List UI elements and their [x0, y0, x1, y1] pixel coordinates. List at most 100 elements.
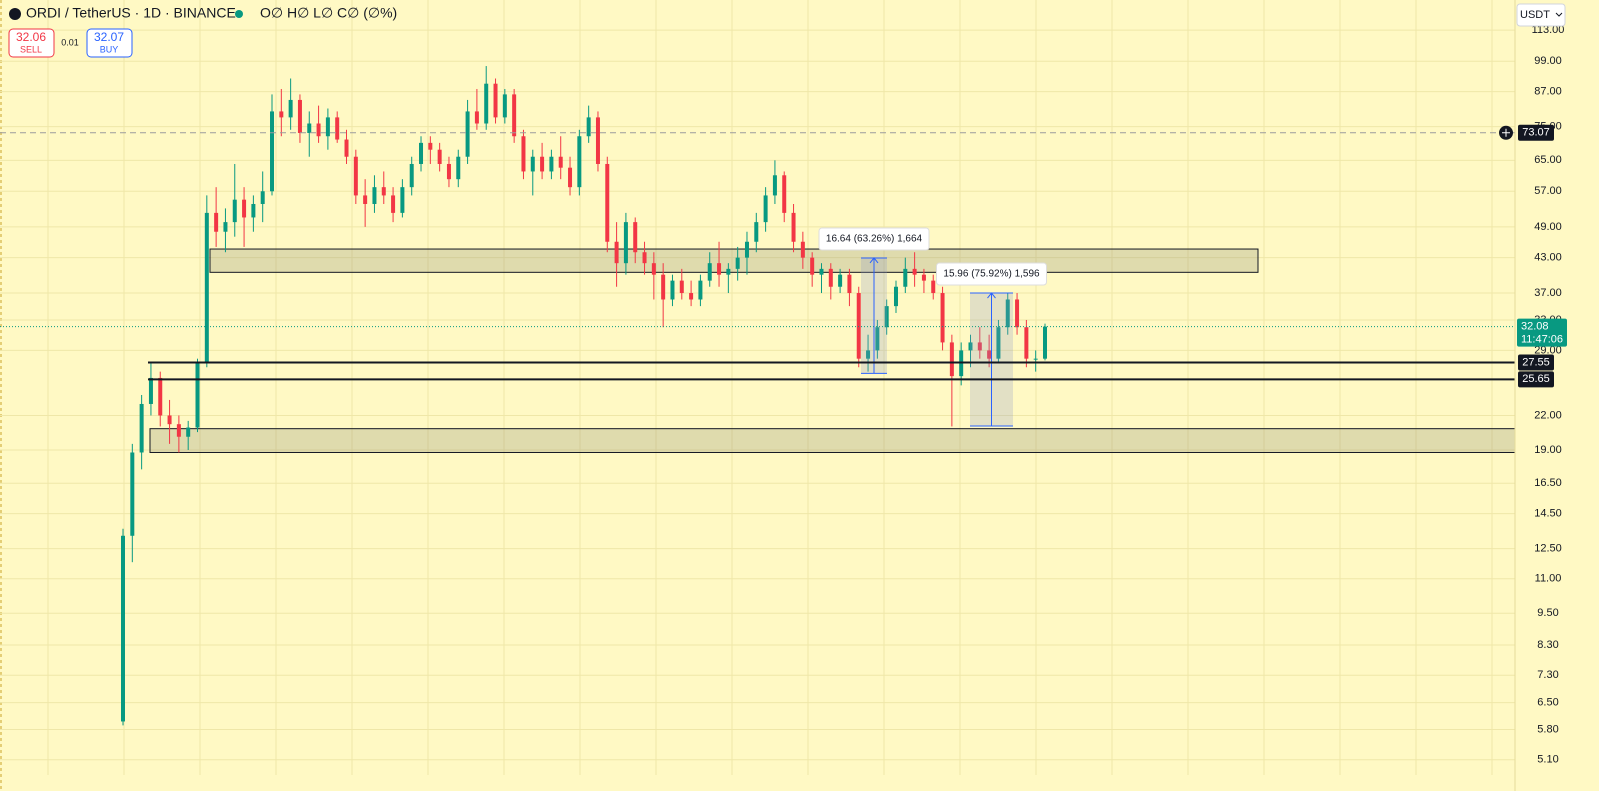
buy-label: BUY	[100, 44, 119, 54]
candle-body	[838, 274, 843, 287]
level-label: 25.65	[1522, 373, 1550, 385]
buy-price: 32.07	[94, 30, 124, 44]
candle-body	[158, 377, 163, 416]
header: ORDI / TetherUS · 1D · BINANCE O∅ H∅ L∅ …	[8, 3, 1566, 58]
candle-body	[577, 136, 582, 188]
candle-body	[335, 117, 340, 140]
candle-body	[428, 142, 433, 150]
candle-body	[987, 350, 992, 359]
y-tick-label: 8.30	[1537, 639, 1558, 651]
plot: 16.64 (63.26%) 1,664 15.96 (75.92%) 1,596	[0, 66, 1516, 726]
candle-body	[186, 427, 191, 437]
y-tick-label: 57.00	[1534, 185, 1562, 197]
measure-label: 16.64 (63.26%) 1,664	[826, 234, 923, 245]
level-tag	[1518, 371, 1554, 388]
candle-body	[148, 377, 153, 404]
sell-label: SELL	[20, 44, 42, 54]
zone	[209, 248, 1259, 273]
candle-body	[614, 241, 619, 264]
candle-body	[856, 293, 861, 359]
candle-body	[763, 195, 768, 223]
candle-body	[214, 212, 219, 232]
countdown: 11:47:06	[1521, 334, 1563, 346]
candle-body	[1015, 299, 1020, 328]
grid	[0, 0, 1515, 791]
candle-body	[912, 268, 917, 275]
alert-tag	[1518, 124, 1554, 141]
currency: USDT	[1520, 9, 1550, 21]
candle-body	[884, 306, 889, 328]
candle-body	[176, 424, 181, 437]
dropdown-arrow	[1555, 12, 1563, 17]
y-tick-label: 5.80	[1537, 723, 1558, 735]
alert-label: 73.07	[1522, 127, 1550, 139]
candle-body	[521, 136, 526, 172]
y-tick-label: 7.30	[1537, 669, 1558, 681]
candle-body	[344, 139, 349, 157]
measure-label-bg	[818, 227, 930, 251]
candle-body	[353, 156, 358, 196]
candle-body	[419, 142, 424, 164]
candle-body	[437, 149, 442, 164]
candle-body	[810, 257, 815, 275]
y-tick-label: 49.00	[1534, 221, 1562, 233]
candle-body	[530, 156, 535, 172]
candle-body	[670, 280, 675, 300]
candle-body	[493, 83, 498, 118]
candle-body	[819, 268, 824, 275]
candle-body	[754, 222, 759, 242]
y-tick-label: 43.00	[1534, 252, 1562, 264]
candle-body	[1024, 327, 1029, 359]
measure-head	[869, 257, 879, 264]
candle-body	[260, 191, 265, 204]
candle-body	[540, 156, 545, 172]
candle-body	[372, 187, 377, 204]
candle-body	[139, 403, 144, 453]
candle-body	[307, 123, 312, 133]
measure-label-bg	[936, 262, 1047, 286]
candle-body	[893, 286, 898, 307]
y-tick-label: 14.50	[1534, 508, 1562, 520]
candle-body	[465, 111, 470, 157]
candle-body	[735, 257, 740, 269]
candle-body	[1043, 326, 1047, 359]
candle-body	[502, 94, 507, 118]
y-tick-label: 6.50	[1537, 697, 1558, 709]
candle-body	[223, 222, 228, 232]
candle-body	[651, 263, 656, 275]
candle-body	[661, 274, 666, 300]
candle-body	[167, 415, 172, 425]
spread: 0.01	[61, 37, 79, 47]
candle-body	[363, 195, 368, 204]
buy-button[interactable]	[86, 28, 133, 58]
candle-body	[828, 268, 833, 287]
level-tag	[1518, 354, 1554, 371]
candle-body	[679, 280, 684, 294]
currency-button[interactable]	[1516, 3, 1566, 27]
price-axis: 5.10 5.80 6.50 7.30 8.30 9.50 11.00 12.50 14.50 1…	[1499, 0, 1567, 791]
last-price: 32.08	[1521, 321, 1549, 333]
candle-body	[903, 268, 908, 287]
candle-body	[456, 156, 461, 180]
y-tick-label: 113.00	[1532, 24, 1565, 36]
candle-body	[484, 83, 489, 124]
y-tick-label: 22.00	[1534, 409, 1562, 421]
candle-body	[698, 280, 703, 300]
candle-body	[381, 187, 386, 196]
y-tick-label: 16.50	[1534, 477, 1562, 489]
status-dot	[235, 10, 243, 18]
candle-body	[623, 222, 628, 264]
candle-body	[689, 293, 694, 300]
candle-body	[949, 342, 954, 377]
candle-body	[270, 111, 275, 192]
y-tick-label: 11.00	[1535, 573, 1562, 585]
candle-body	[977, 342, 982, 351]
y-tick-label: 65.00	[1534, 154, 1562, 166]
candle-body	[512, 94, 517, 137]
candle-body	[726, 268, 731, 275]
sell-button[interactable]	[8, 28, 55, 58]
candle-body	[446, 163, 451, 180]
candle-body	[717, 263, 722, 275]
